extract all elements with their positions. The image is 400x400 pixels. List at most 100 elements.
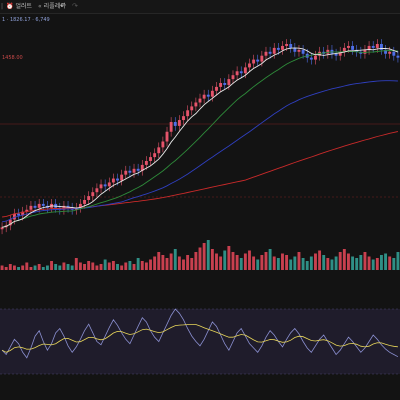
candle [161, 141, 165, 148]
ma-long-line [2, 80, 398, 223]
candle [256, 59, 260, 62]
volume-bar [202, 243, 206, 270]
candle [41, 203, 45, 206]
volume-bar [165, 258, 169, 270]
candle [78, 203, 82, 208]
candle [231, 75, 235, 80]
volume-bar [301, 258, 305, 270]
candle [227, 79, 231, 85]
volume-bar [8, 264, 12, 270]
candle [301, 49, 305, 54]
candle [0, 227, 4, 230]
price-pane[interactable] [0, 39, 400, 235]
volume-bar [384, 253, 388, 270]
candle [107, 182, 111, 187]
volume-bar [375, 258, 379, 270]
candle [215, 86, 218, 91]
volume-bar [338, 252, 342, 270]
volume-bar [21, 265, 25, 270]
volume-bar [371, 259, 375, 270]
candle [116, 178, 119, 181]
candle [380, 44, 383, 50]
volume-bar [70, 265, 74, 270]
volume-bar [194, 252, 198, 270]
candle [202, 94, 206, 99]
volume-bar [124, 262, 128, 270]
candle [347, 45, 350, 48]
volume-bar [297, 252, 301, 270]
candle [260, 55, 264, 62]
volume-bar [0, 265, 4, 270]
price-level-label: 1458.00 [2, 55, 23, 61]
candle [264, 51, 268, 56]
candle [219, 83, 223, 87]
volume-bar [235, 255, 239, 270]
candle [272, 47, 276, 54]
volume-bar [367, 256, 371, 270]
volume-bar [334, 256, 338, 270]
candle [149, 157, 152, 161]
volume-bar [116, 264, 119, 270]
volume-bar [380, 255, 383, 270]
volume-bar [144, 262, 148, 270]
volume-bar [210, 249, 214, 270]
candle [124, 170, 128, 175]
candle [8, 219, 12, 226]
volume-bar [95, 265, 99, 270]
candle [157, 147, 161, 154]
volume-bar [215, 253, 218, 270]
candle [87, 196, 91, 200]
volume-bar [50, 261, 53, 270]
candle [173, 122, 177, 126]
candle [351, 45, 355, 50]
volume-bar [91, 262, 95, 270]
price-chart[interactable] [0, 14, 400, 400]
candle [140, 164, 144, 171]
undo-icon[interactable]: ↶ [60, 2, 66, 10]
redo-icon[interactable]: ↷ [72, 2, 78, 10]
volume-bar [330, 259, 334, 270]
replay-button[interactable]: «리플레이 [38, 0, 66, 13]
candle [384, 49, 388, 54]
candle [25, 209, 29, 212]
rsi-line [1, 308, 399, 359]
volume-bar [66, 264, 70, 270]
volume-bar [177, 256, 181, 270]
candle [309, 57, 313, 60]
volume-bar [281, 253, 284, 270]
candle [29, 205, 33, 210]
candle [194, 102, 198, 107]
candle [371, 45, 375, 48]
candle [239, 71, 243, 74]
volume-bar [351, 256, 355, 270]
volume-bar [186, 255, 190, 270]
volume-bar [342, 249, 346, 270]
volume-bar [157, 252, 161, 270]
candle [91, 192, 95, 197]
volume-pane [0, 240, 400, 270]
rsi-band [0, 309, 400, 374]
alarm-clock-icon: ⏰ [6, 3, 14, 10]
candle [375, 44, 379, 48]
candle [128, 170, 132, 173]
volume-bar [252, 256, 256, 270]
volume-bar [120, 265, 124, 270]
candle [182, 116, 185, 121]
candle [169, 122, 173, 132]
candle [210, 90, 214, 97]
volume-bar [83, 264, 86, 270]
alert-button[interactable]: ⏰ 얼러트 [6, 0, 32, 13]
candle [334, 53, 338, 56]
candle [153, 153, 157, 158]
candle [186, 110, 190, 117]
candle [12, 213, 16, 220]
volume-bar [314, 253, 317, 270]
candle [21, 211, 25, 216]
candle [363, 49, 367, 54]
volume-bar [182, 259, 185, 270]
candle [132, 168, 136, 173]
volume-bar [153, 256, 157, 270]
candle [342, 47, 346, 52]
rsi-signal-line [1, 324, 398, 353]
volume-bar [256, 259, 260, 270]
